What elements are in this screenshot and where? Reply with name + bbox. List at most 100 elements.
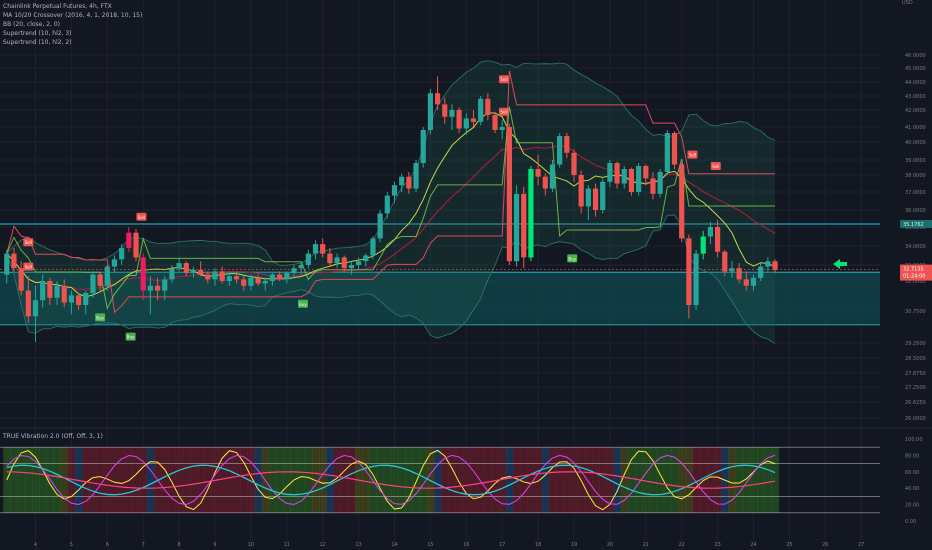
oscillator-zone bbox=[742, 447, 751, 513]
candle bbox=[413, 163, 419, 189]
oscillator-tick-label: 60.00 bbox=[905, 470, 919, 476]
oscillator-zone bbox=[613, 447, 622, 513]
sell-signal: Sell bbox=[710, 162, 721, 170]
oscillator-zone bbox=[347, 447, 356, 513]
price-tick-label: 40.0000 bbox=[905, 140, 926, 146]
chart-legend: Chainlink Perpetual Futures, 4h, FTX MA … bbox=[3, 2, 142, 47]
oscillator-zone bbox=[146, 447, 155, 513]
oscillator-zone bbox=[735, 447, 744, 513]
candle bbox=[600, 181, 606, 210]
candle bbox=[111, 259, 118, 267]
candle bbox=[772, 261, 778, 270]
candle bbox=[90, 274, 96, 293]
oscillator-zone bbox=[31, 447, 40, 513]
candle bbox=[729, 268, 735, 272]
candle bbox=[571, 152, 577, 175]
oscillator-zone bbox=[491, 447, 500, 513]
candle bbox=[32, 300, 39, 317]
oscillator-zone bbox=[304, 447, 313, 513]
candle bbox=[40, 281, 46, 301]
candle bbox=[363, 255, 369, 262]
signal-label: Sell bbox=[25, 240, 32, 245]
oscillator-zone bbox=[132, 447, 141, 513]
signal-label: Sell bbox=[712, 164, 719, 169]
oscillator-zone bbox=[232, 447, 241, 513]
oscillator-zone bbox=[89, 447, 98, 513]
candle bbox=[54, 285, 60, 298]
signal-box bbox=[710, 162, 721, 170]
oscillator-zone bbox=[678, 447, 686, 513]
sell-signal: Sell bbox=[498, 107, 509, 116]
oscillator-zone bbox=[39, 447, 47, 513]
candle bbox=[162, 279, 168, 291]
candle bbox=[154, 285, 161, 291]
candle bbox=[506, 127, 512, 262]
oscillator-zone bbox=[649, 447, 658, 513]
support-zone bbox=[0, 272, 880, 325]
candle bbox=[255, 277, 261, 284]
time-tick-label: 23 bbox=[714, 542, 720, 548]
price-tick-label: 27.8750 bbox=[905, 371, 926, 377]
candle bbox=[736, 268, 742, 280]
oscillator-zone bbox=[563, 447, 571, 513]
oscillator-zone bbox=[118, 447, 126, 513]
candle bbox=[75, 295, 82, 305]
oscillator-zone bbox=[276, 447, 284, 513]
time-tick-label: 10 bbox=[248, 542, 254, 548]
time-tick-label: 7 bbox=[142, 542, 145, 548]
oscillator-zone bbox=[240, 447, 248, 513]
price-tick-label: 36.0000 bbox=[905, 208, 926, 214]
oscillator-zone bbox=[168, 447, 177, 513]
candle bbox=[521, 193, 527, 258]
candle bbox=[463, 118, 469, 129]
indicator-supertrend-2[interactable]: Supertrend (10, hl2, 2) bbox=[3, 39, 72, 46]
oscillator-zone bbox=[548, 447, 557, 513]
price-tick-label: 42.0000 bbox=[905, 108, 926, 114]
price-tick-label: 46.0000 bbox=[905, 53, 926, 59]
indicator-ma-crossover[interactable]: MA 10/20 Crossover (2016, 4, 1, 2018, 10… bbox=[3, 12, 143, 19]
time-tick-label: 16 bbox=[463, 542, 469, 548]
oscillator-zone bbox=[656, 447, 665, 513]
oscillator-zone bbox=[627, 447, 636, 513]
oscillator-zone bbox=[247, 447, 255, 513]
candle bbox=[140, 257, 146, 291]
oscillator-zone bbox=[369, 447, 378, 513]
symbol-title[interactable]: Chainlink Perpetual Futures, 4h, FTX bbox=[3, 3, 112, 10]
indicator-bollinger[interactable]: BB (20, close, 2, 0) bbox=[3, 21, 60, 28]
oscillator-zone bbox=[96, 447, 105, 513]
oscillator-zone bbox=[620, 447, 629, 513]
oscillator-zone bbox=[362, 447, 370, 513]
oscillator-zone bbox=[175, 447, 184, 513]
oscillator-zone bbox=[225, 447, 234, 513]
indicator-supertrend-1[interactable]: Supertrend (10, hl2, 3) bbox=[3, 30, 72, 37]
oscillator-fast-line bbox=[6, 449, 776, 511]
candle bbox=[535, 169, 541, 177]
time-tick-label: 20 bbox=[607, 542, 613, 548]
oscillator-zone bbox=[520, 447, 528, 513]
time-tick-label: 8 bbox=[178, 542, 181, 548]
oscillator-zone bbox=[383, 447, 392, 513]
oscillator-tick-label: 0.00 bbox=[905, 519, 916, 525]
candle bbox=[621, 169, 627, 184]
candle bbox=[399, 176, 405, 186]
oscillator-zone bbox=[527, 447, 536, 513]
signal-box bbox=[95, 313, 106, 322]
candle bbox=[298, 265, 304, 269]
candle bbox=[277, 274, 283, 280]
time-tick-label: 17 bbox=[499, 542, 505, 548]
oscillator-legend[interactable]: TRUE Vibration 2.0 (Off, Off, 3, 1) bbox=[3, 433, 103, 440]
oscillator-zone bbox=[283, 447, 291, 513]
oscillator-zone bbox=[448, 447, 457, 513]
oscillator-zone bbox=[584, 447, 593, 513]
candle bbox=[348, 265, 355, 269]
candle bbox=[212, 271, 218, 280]
signal-box bbox=[23, 262, 34, 271]
oscillator-zone bbox=[218, 447, 227, 513]
time-tick-label: 4 bbox=[34, 542, 37, 548]
oscillator-zone bbox=[591, 447, 600, 513]
oscillator-tick-label: 40.00 bbox=[905, 486, 919, 492]
oscillator-zone bbox=[749, 447, 758, 513]
time-tick-label: 26 bbox=[822, 542, 828, 548]
oscillator-zone bbox=[599, 447, 607, 513]
